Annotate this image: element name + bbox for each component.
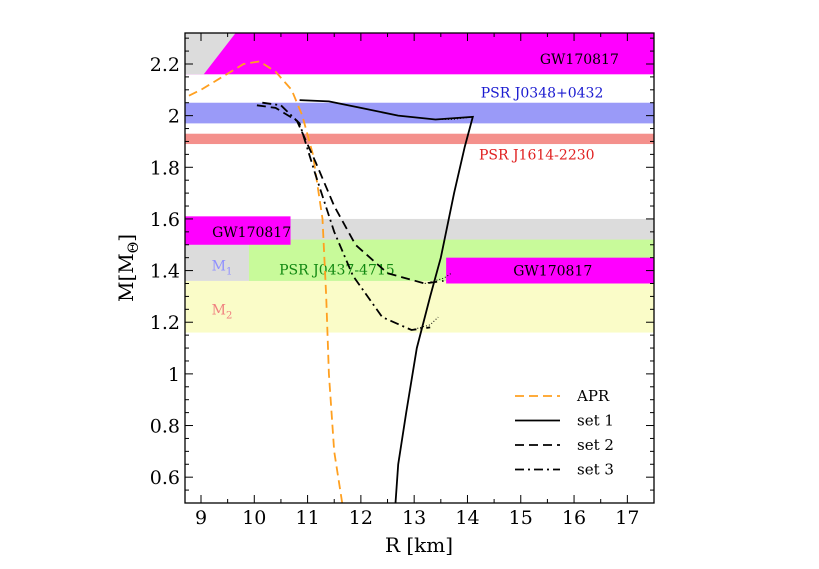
y-axis-title: M[MΘ]: [114, 234, 142, 302]
y-axis-title-main: M[M: [114, 253, 138, 302]
band-label-text: GW170817: [513, 264, 592, 280]
x-tick-label: 11: [295, 507, 319, 529]
legend-label: APR: [576, 387, 610, 405]
x-tick-label: 10: [242, 507, 266, 529]
band-label: M2: [212, 302, 233, 321]
band-label: PSR J0348+0432: [481, 85, 604, 101]
y-tick-label: 1: [168, 364, 180, 386]
band-label-sub: 2: [226, 310, 232, 321]
legend: APR set 1 set 2 set 3: [515, 387, 614, 479]
x-tick-label: 17: [615, 507, 639, 529]
series-tail-set-1: [435, 116, 473, 120]
y-axis-title-sub: Θ: [126, 242, 142, 253]
band-label-text: PSR J0348+0432: [481, 85, 604, 101]
x-tick-label: 12: [349, 507, 373, 529]
x-tick-label: 14: [455, 507, 479, 529]
band-label: PSR J1614-2230: [479, 147, 595, 163]
band-label-text: M: [212, 302, 226, 318]
gw-mid-band: [446, 257, 654, 284]
curves-layer: [185, 60, 474, 503]
band-label-text: M: [212, 258, 226, 274]
band-label: GW170817: [212, 225, 291, 241]
band-label-text: GW170817: [212, 225, 291, 241]
band-label: PSR J0437-4715: [279, 262, 395, 278]
series-line-set-3: [262, 101, 431, 331]
y-tick-label: 0.6: [150, 467, 180, 489]
series-line-set-1: [299, 99, 474, 503]
x-tick-label: 13: [402, 507, 426, 529]
series-tail-set-2: [424, 272, 452, 284]
legend-label: set 1: [577, 412, 614, 430]
legend-label: set 3: [577, 461, 614, 479]
x-tick-label: 15: [509, 507, 533, 529]
y-tick-label: 1.8: [150, 157, 180, 179]
plot-frame: [184, 32, 655, 504]
y-axis-title-close: ]: [114, 234, 138, 242]
x-axis-title: R [km]: [385, 533, 453, 557]
band-label-text: PSR J0437-4715: [279, 262, 395, 278]
gw-low-band: [185, 216, 291, 245]
band-label-sub: 1: [226, 266, 232, 277]
psr-j0348-band: [185, 102, 654, 124]
band-label: M1: [212, 258, 233, 277]
y-tick-label: 1.2: [150, 312, 180, 334]
series-line-apr: [185, 60, 344, 503]
psr-j1614-band: [185, 133, 654, 145]
m2-band: [185, 280, 654, 333]
y-tick-label: 1.6: [150, 209, 180, 231]
band-label-text: GW170817: [540, 52, 619, 68]
series-tail-set-3: [411, 316, 439, 331]
gray-corner-region: [185, 33, 236, 75]
x-tick-label: 9: [195, 507, 207, 529]
band-labels-layer: GW170817 PSR J0348+0432 PSR J1614-2230 GW17…: [212, 52, 619, 321]
gray-corner-shape: [185, 33, 236, 75]
band-label-text: PSR J1614-2230: [479, 147, 595, 163]
band-label: GW170817: [540, 52, 619, 68]
y-tick-label: 0.8: [150, 416, 180, 438]
gw-top-band: [185, 33, 654, 75]
y-tick-label: 1.4: [150, 261, 180, 283]
ticks-layer: 9 10 11 12 13 14 15 16 170.60.811.21.41.61.822.2: [150, 33, 654, 529]
legend-label: set 2: [577, 436, 614, 454]
y-tick-label: 2: [168, 106, 180, 128]
band-label: GW170817: [513, 264, 592, 280]
y-tick-label: 2.2: [150, 54, 180, 76]
bands-layer: [185, 33, 654, 333]
x-tick-label: 16: [562, 507, 586, 529]
